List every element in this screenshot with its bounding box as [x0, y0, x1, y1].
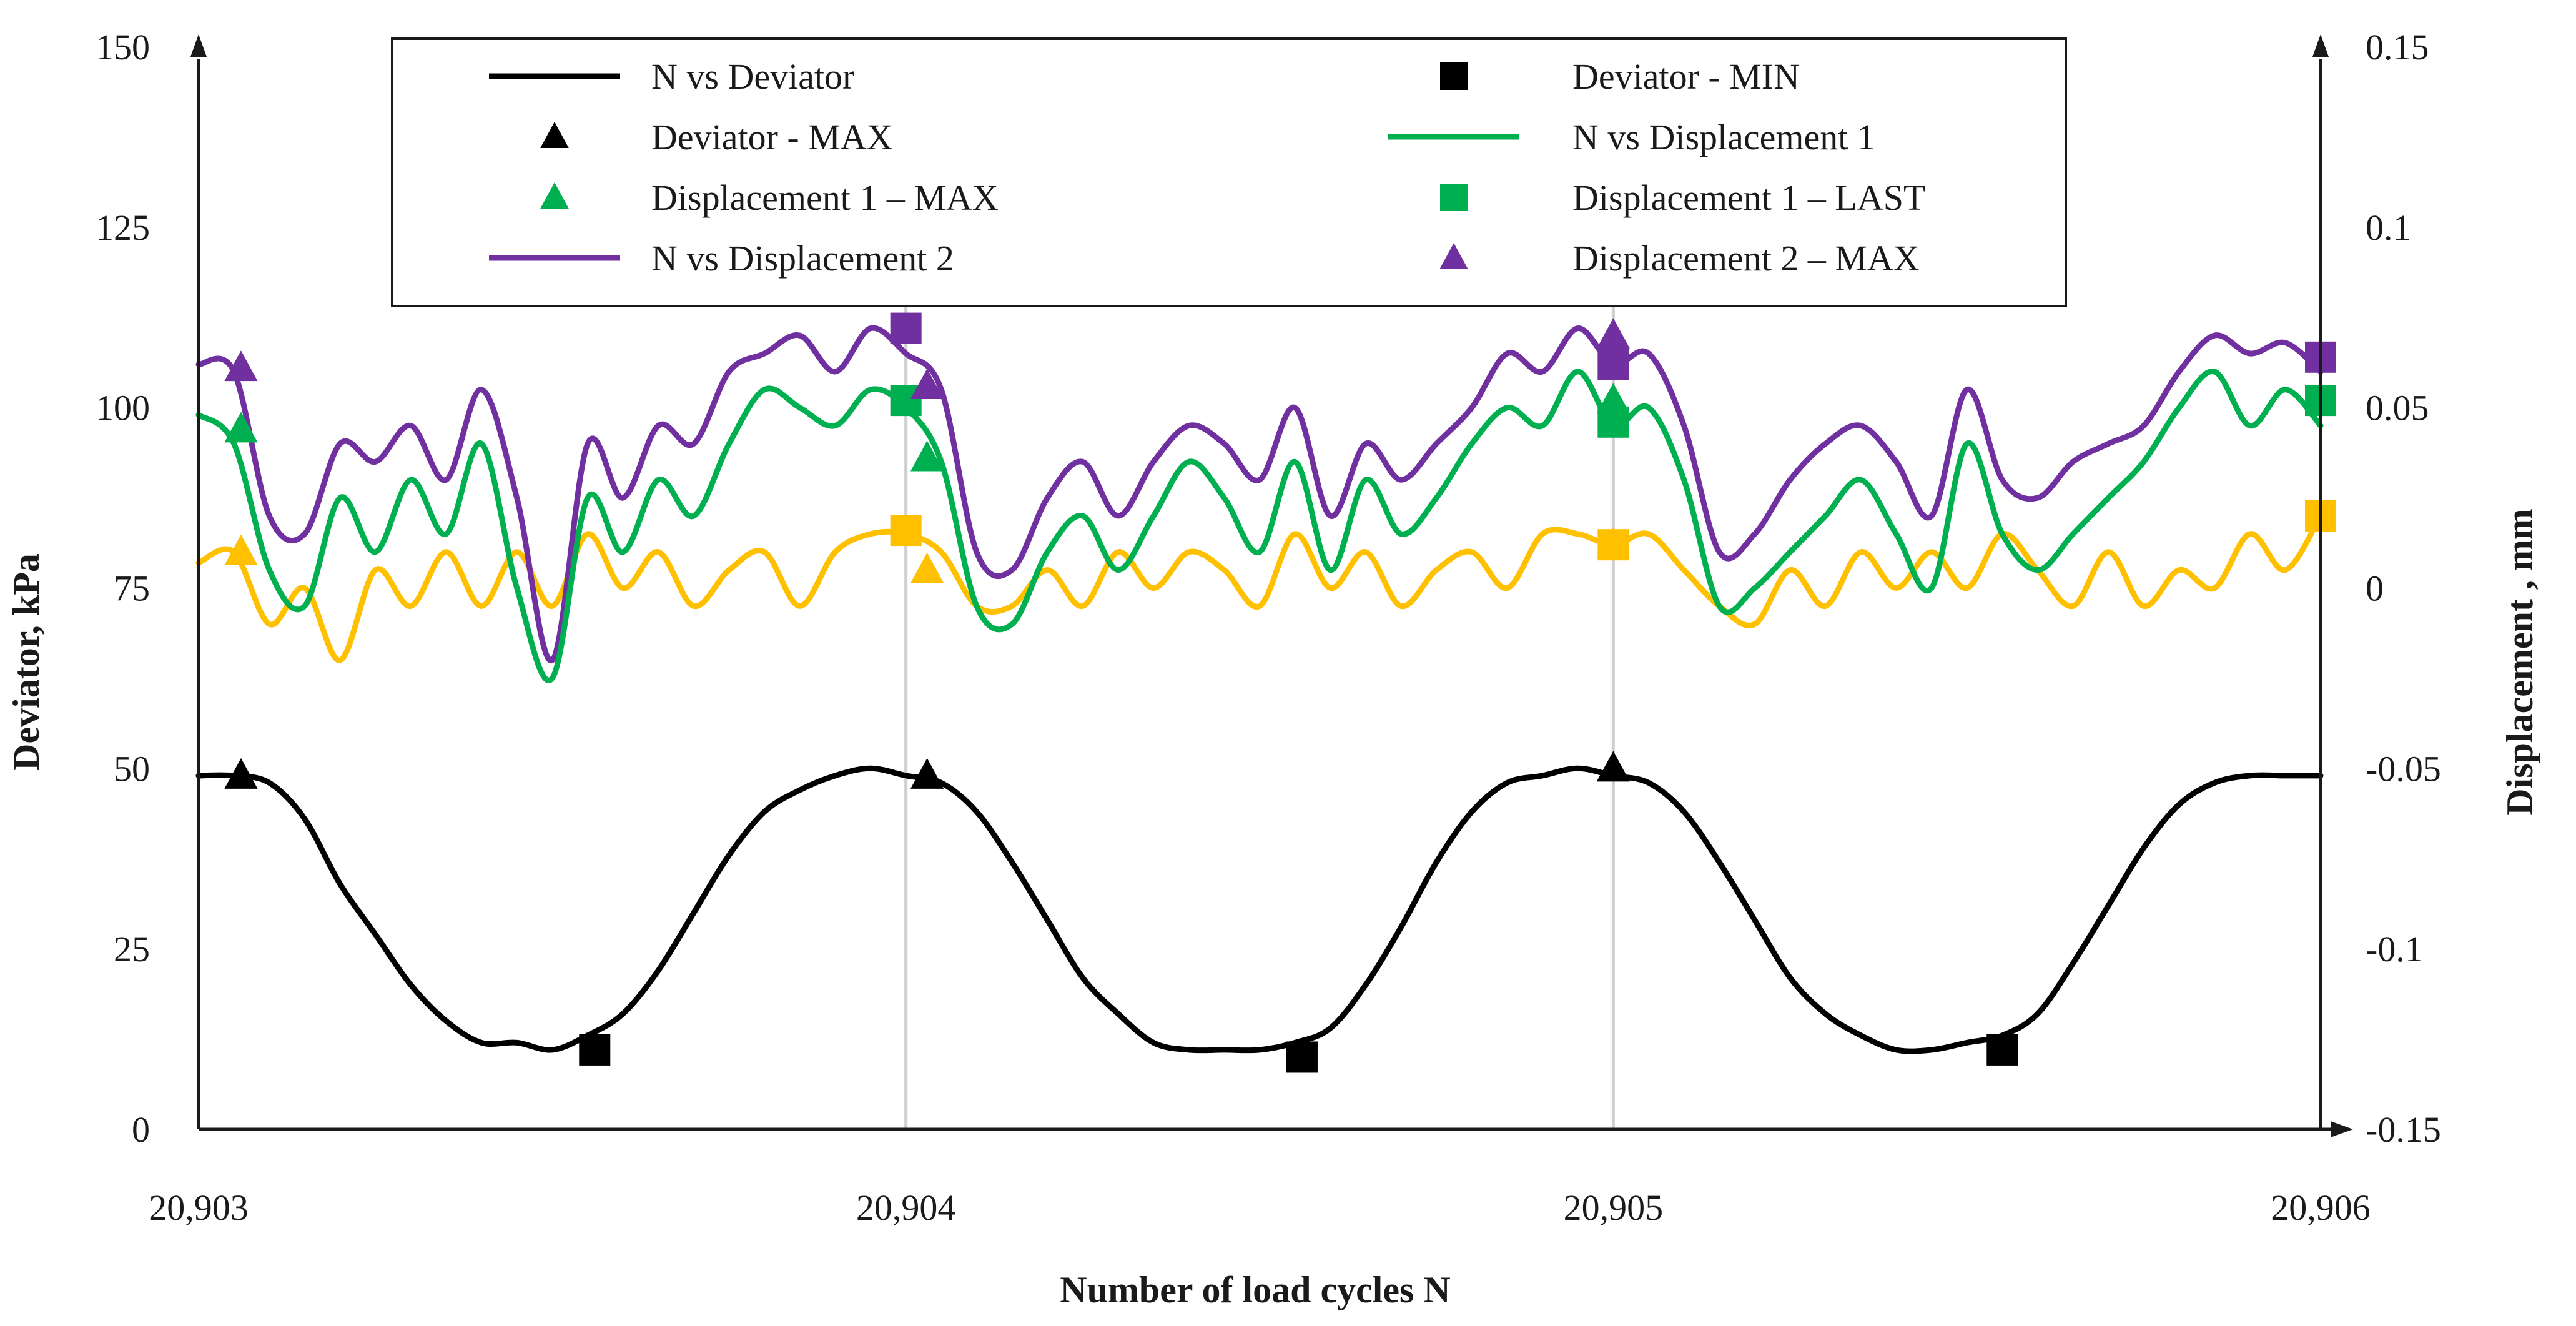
y-axis-title: Deviator, kPa	[6, 553, 47, 771]
y2-axis-title: Displacement , mm	[2499, 508, 2540, 816]
y2-tick-label-0-15: 0.15	[2366, 27, 2429, 67]
y2-tick-label-0-1: -0.1	[2366, 929, 2423, 969]
legend-swatch-triangle	[1439, 243, 1468, 269]
legend-item-displacement-2-max: Displacement 2 – MAX	[1439, 238, 1920, 279]
y-tick-label-150: 150	[96, 27, 150, 67]
legend-label: N vs Deviator	[651, 56, 854, 97]
marker-deviator-min-1	[579, 1034, 611, 1066]
marker-displacement-3-markers-no-legend-entry-1	[224, 534, 258, 565]
marker-displacement-2-max-1	[224, 350, 258, 382]
legend-label: Displacement 1 – LAST	[1572, 177, 1925, 218]
legend-item-deviator-min: Deviator - MIN	[1440, 56, 1800, 97]
legend: N vs Deviator Deviator - MIN Deviator - MA…	[391, 37, 2067, 307]
x-tick-label-20-904: 20,904	[856, 1187, 956, 1228]
x-axis-title: Number of load cycles N	[1060, 1269, 1451, 1310]
legend-label: N vs Displacement 2	[651, 238, 954, 279]
y-tick-label-125: 125	[96, 207, 150, 248]
marker-deviator-min-2	[1286, 1041, 1318, 1073]
y-tick-label-50: 50	[114, 748, 150, 789]
y-axis-arrow	[190, 34, 207, 57]
series-line-n-vs-displacement-1	[195, 369, 2324, 683]
y-tick-label-25: 25	[114, 929, 150, 969]
marker-displacement-2-no-legend-entry-1	[890, 312, 922, 344]
marker-displacement-1-last-2	[1597, 406, 1629, 438]
legend-swatch-triangle	[540, 182, 569, 209]
legend-label: Displacement 1 – MAX	[651, 177, 999, 218]
legend-item-displacement-1-max: Displacement 1 – MAX	[540, 177, 999, 218]
series-layer	[195, 325, 2324, 1054]
legend-item-displacement-1-last: Displacement 1 – LAST	[1440, 177, 1925, 218]
legend-item-n-vs-deviator: N vs Deviator	[489, 56, 854, 97]
legend-label: Deviator - MIN	[1572, 56, 1800, 97]
marker-displacement-2-max-2	[910, 369, 944, 400]
marker-deviator-max-1	[224, 758, 258, 789]
y-tick-label-100: 100	[96, 388, 150, 428]
legend-label: N vs Displacement 1	[1572, 117, 1875, 157]
x-tick-label-20-903: 20,903	[149, 1187, 249, 1228]
marker-displacement-2-no-legend-entry-2	[1597, 349, 1629, 380]
legend-item-deviator-max: Deviator - MAX	[540, 117, 893, 157]
series-line-n-vs-displacement-2	[195, 325, 2324, 663]
legend-box	[391, 37, 2067, 307]
y-tick-label-0: 0	[132, 1109, 150, 1150]
legend-item-n-vs-displacement-1: N vs Displacement 1	[1388, 117, 1875, 157]
legend-label: Displacement 2 – MAX	[1572, 238, 1920, 279]
marker-deviator-max-3	[1596, 751, 1630, 782]
marker-layer	[224, 312, 2336, 1073]
marker-displacement-3-squares-no-legend-entry-1	[890, 515, 922, 547]
series-line-n-vs-deviator	[195, 765, 2324, 1054]
y2-tick-label-0-05: -0.05	[2366, 748, 2441, 789]
legend-swatch-square	[1440, 62, 1468, 90]
marker-displacement-1-max-2	[910, 440, 944, 472]
y2-tick-label-0-1: 0.1	[2366, 207, 2411, 248]
y2-axis-arrow	[2312, 34, 2329, 57]
y2-tick-label-0-05: 0.05	[2366, 388, 2429, 428]
legend-swatch-triangle	[540, 122, 569, 148]
series-line-displacement-3-no-legend-entry	[195, 513, 2324, 663]
marker-displacement-2-max-3	[1596, 318, 1630, 349]
legend-swatch-square	[1440, 184, 1468, 211]
marker-displacement-1-max-3	[1596, 383, 1630, 414]
y-tick-label-75: 75	[114, 568, 150, 609]
legend-item-n-vs-displacement-2: N vs Displacement 2	[489, 238, 954, 279]
axis-layer: 0 25 50 75 100 125 150 -0.15 -0.1 -0.05 0 0.05 0.1 0.…	[96, 27, 2441, 1228]
y2-tick-label-0: 0	[2366, 568, 2384, 609]
marker-deviator-max-2	[910, 758, 944, 789]
y2-tick-label-0-15: -0.15	[2366, 1109, 2441, 1150]
marker-displacement-3-markers-no-legend-entry-2	[910, 552, 944, 583]
marker-displacement-1-max-1	[224, 412, 258, 443]
marker-displacement-3-squares-no-legend-entry-2	[1597, 529, 1629, 561]
x-tick-label-20-905: 20,905	[1564, 1187, 1664, 1228]
x-axis-arrow	[2331, 1121, 2353, 1137]
marker-deviator-min-3	[1986, 1034, 2018, 1066]
x-tick-label-20-906: 20,906	[2271, 1187, 2371, 1228]
legend-label: Deviator - MAX	[651, 117, 893, 157]
